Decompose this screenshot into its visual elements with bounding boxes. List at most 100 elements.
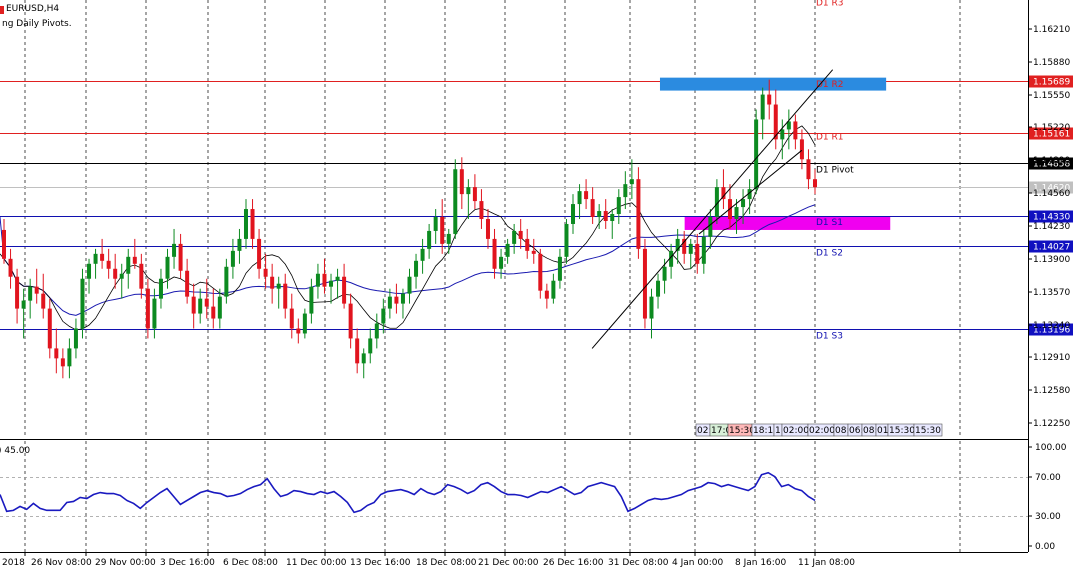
candle-body <box>721 187 726 200</box>
candle-body <box>250 209 255 239</box>
candle-body <box>531 250 536 254</box>
candle-body <box>584 191 589 200</box>
candle-body <box>773 104 778 140</box>
candle-body <box>806 159 811 180</box>
candle-body <box>466 187 471 195</box>
candle-body <box>695 243 700 264</box>
candle-body <box>747 189 752 200</box>
trendline[interactable] <box>698 149 803 235</box>
candle-body <box>688 243 693 254</box>
candle-body <box>152 298 157 329</box>
candle-body <box>636 179 641 249</box>
candle-body <box>217 296 222 319</box>
zone-rect[interactable] <box>684 217 891 230</box>
candle-body <box>119 273 124 279</box>
candle-body <box>420 248 425 261</box>
candle-body <box>564 223 569 257</box>
price-tick-label: 1.12580 <box>1033 386 1070 396</box>
candle-body <box>557 256 562 281</box>
candle-body <box>309 286 314 314</box>
current-price-label: 1.14620 <box>1033 184 1070 194</box>
candle-body <box>453 169 458 234</box>
price-tick-label: 1.16210 <box>1033 25 1070 35</box>
time-tick-label: 8 Jan 16:00 <box>735 558 787 568</box>
candle-body <box>243 209 248 239</box>
candle-body <box>8 258 13 277</box>
trendlines[interactable] <box>591 69 834 349</box>
candle-body <box>276 283 281 289</box>
candle-body <box>204 298 209 307</box>
candle-body <box>198 298 203 314</box>
time-tick-label: 11 Jan 08:00 <box>798 558 855 568</box>
candle-body <box>355 338 360 364</box>
candle-body <box>87 263 92 279</box>
candle-body <box>34 286 39 294</box>
rsi-tick-label: 70.00 <box>1035 473 1061 483</box>
rsi-tick-label: 100.00 <box>1035 443 1067 453</box>
price-tag-label: 1.15689 <box>1033 78 1070 88</box>
price-tick-label: 1.13240 <box>1033 321 1070 331</box>
candle-body <box>342 276 347 304</box>
candle-body <box>734 207 739 219</box>
candle-body <box>270 276 275 289</box>
level-label: D1 S2 <box>816 249 843 259</box>
session-box-label: 15:30 <box>915 426 941 436</box>
candle-body <box>577 191 582 205</box>
candle-body <box>348 303 353 339</box>
symbol-timeframe: EURUSD,H4 <box>6 4 60 14</box>
candle-body <box>793 121 798 140</box>
price-tag <box>1029 240 1073 253</box>
candle-body <box>590 199 595 218</box>
candle-body <box>662 266 667 281</box>
chart-menu-icon[interactable] <box>0 5 4 14</box>
candle-body <box>185 270 190 297</box>
time-tick-label: 21 Dec 00:00 <box>478 558 539 568</box>
pivot-levels: D1 R3 D1 R2 1.15689 D1 R1 1.15161 D1 Pivot 1.1… <box>0 0 1073 342</box>
rsi-icon: ) <box>0 446 2 456</box>
moving-average-slow <box>0 204 816 316</box>
candle-body <box>289 308 294 329</box>
candle-body <box>158 278 163 299</box>
session-box-label: 15:30 <box>889 426 915 436</box>
zone-rect[interactable] <box>659 77 887 91</box>
price-tick-label: 1.12910 <box>1033 353 1070 363</box>
level-label: D1 Pivot <box>816 166 854 176</box>
candle-body <box>799 139 804 160</box>
candle-body <box>544 290 549 299</box>
candle-body <box>492 238 497 269</box>
candlestick-series <box>2 79 817 379</box>
candle-body <box>165 256 170 279</box>
time-tick-label: 13 Dec 16:00 <box>350 558 411 568</box>
candle-body <box>708 217 713 237</box>
price-tag <box>1029 127 1073 140</box>
candle-body <box>440 217 445 244</box>
session-box-label: 18:1 <box>753 426 773 436</box>
rsi-indicator-label: ) 45.00 <box>0 446 31 456</box>
price-tag <box>1029 323 1073 336</box>
session-box-label: 15:30 <box>729 426 755 436</box>
candle-body <box>767 94 772 105</box>
price-tag-label: 1.15161 <box>1033 130 1070 140</box>
rsi-period-value: 45.00 <box>4 446 31 456</box>
session-box <box>913 423 943 437</box>
candle-body <box>597 211 602 218</box>
candle-body <box>433 217 438 231</box>
level-label: D1 R1 <box>816 133 844 143</box>
candle-body <box>407 276 412 294</box>
candle-body <box>669 250 674 267</box>
trendline[interactable] <box>591 69 834 349</box>
candle-body <box>518 230 523 239</box>
price-tag <box>1029 157 1073 170</box>
highlight-zones[interactable]: D1 R2 D1 S1 <box>659 77 891 230</box>
session-box-label: 08: <box>863 426 877 436</box>
candle-body <box>28 286 33 301</box>
candle-body <box>610 214 615 221</box>
time-tick-label: 3 Dec 16:00 <box>160 558 215 568</box>
time-tick-label: 2018 <box>2 558 25 568</box>
current-price-tag <box>1029 181 1073 194</box>
candle-body <box>394 296 399 304</box>
price-tick-label: 1.14230 <box>1033 222 1070 232</box>
candle-body <box>623 184 628 198</box>
